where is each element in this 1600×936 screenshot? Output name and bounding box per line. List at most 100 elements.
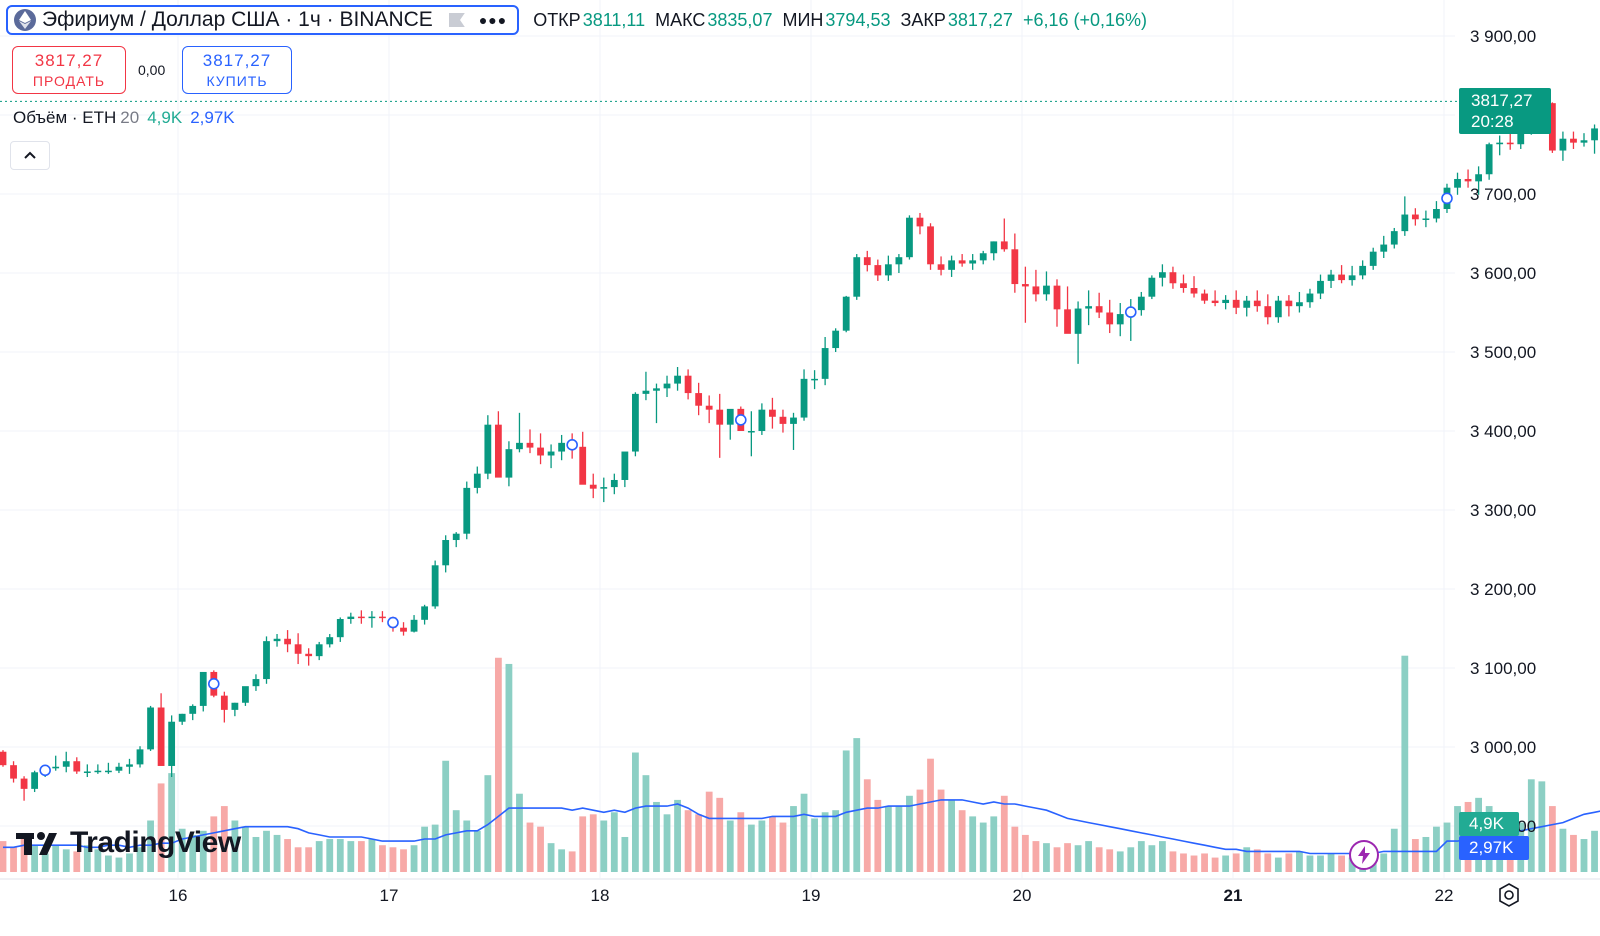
candle[interactable] <box>769 397 776 429</box>
candle[interactable] <box>315 641 323 661</box>
candle[interactable] <box>1433 201 1440 223</box>
candle[interactable] <box>368 611 376 628</box>
candle[interactable] <box>326 634 334 648</box>
candle[interactable] <box>1464 169 1472 188</box>
candle[interactable] <box>1296 291 1303 313</box>
candle[interactable] <box>895 254 903 273</box>
candle[interactable] <box>558 434 566 461</box>
candle[interactable] <box>273 634 281 647</box>
candle[interactable] <box>1422 210 1430 228</box>
candle[interactable] <box>379 611 386 623</box>
event-marker[interactable] <box>387 616 399 629</box>
candle[interactable] <box>674 367 681 391</box>
candle[interactable] <box>494 411 502 478</box>
candle[interactable] <box>621 451 629 488</box>
candle[interactable] <box>52 755 60 771</box>
candle[interactable] <box>1232 290 1240 315</box>
candle[interactable] <box>473 466 481 494</box>
candle[interactable] <box>105 762 112 774</box>
candle[interactable] <box>884 255 892 281</box>
candle[interactable] <box>842 295 850 333</box>
candle[interactable] <box>20 776 28 801</box>
candle[interactable] <box>1137 291 1145 316</box>
candle[interactable] <box>1095 292 1103 319</box>
settings-icon[interactable] <box>1496 882 1522 908</box>
candle[interactable] <box>1359 260 1367 280</box>
candle[interactable] <box>979 250 987 265</box>
collapse-legend-button[interactable] <box>10 141 50 170</box>
candle[interactable] <box>505 441 513 487</box>
candle[interactable] <box>1338 265 1345 284</box>
candle[interactable] <box>1475 166 1482 195</box>
candle[interactable] <box>1053 279 1061 327</box>
candle[interactable] <box>1411 208 1419 226</box>
candle[interactable] <box>1180 274 1187 293</box>
candle[interactable] <box>126 758 133 774</box>
candle[interactable] <box>294 633 302 665</box>
candle[interactable] <box>547 444 555 469</box>
candle[interactable] <box>410 615 418 633</box>
candle[interactable] <box>1580 133 1588 147</box>
candle[interactable] <box>431 560 439 609</box>
flag-icon[interactable] <box>448 13 465 27</box>
candle[interactable] <box>1348 265 1356 286</box>
candle[interactable] <box>220 691 228 723</box>
candle[interactable] <box>747 411 755 457</box>
candle[interactable] <box>1032 269 1040 302</box>
candle[interactable] <box>863 250 871 272</box>
candle[interactable] <box>442 535 450 573</box>
symbol-selector[interactable]: Эфириум / Доллар США · 1ч · BINANCE ●●● <box>6 5 520 35</box>
candle[interactable] <box>1127 299 1135 341</box>
candle[interactable] <box>1327 269 1335 289</box>
candle[interactable] <box>821 336 829 386</box>
candle[interactable] <box>1116 303 1124 337</box>
candle[interactable] <box>1011 233 1019 293</box>
candle[interactable] <box>927 223 934 270</box>
candle[interactable] <box>1496 135 1504 156</box>
candle[interactable] <box>537 433 544 465</box>
candle[interactable] <box>284 630 291 653</box>
candle[interactable] <box>726 408 734 440</box>
candle[interactable] <box>1306 288 1314 308</box>
candle[interactable] <box>1401 196 1409 236</box>
candle[interactable] <box>83 764 91 778</box>
candle[interactable] <box>853 254 861 300</box>
event-marker[interactable] <box>1124 306 1137 318</box>
candle[interactable] <box>73 757 81 774</box>
candle[interactable] <box>231 702 239 717</box>
candle[interactable] <box>1190 276 1198 298</box>
candle[interactable] <box>157 693 165 766</box>
candle[interactable] <box>1559 131 1567 161</box>
candle[interactable] <box>663 375 671 398</box>
candle[interactable] <box>705 395 713 424</box>
candle[interactable] <box>1000 218 1008 252</box>
candle[interactable] <box>1317 274 1324 300</box>
candle[interactable] <box>1274 295 1282 323</box>
candle[interactable] <box>357 610 365 624</box>
candle[interactable] <box>653 383 660 424</box>
candle[interactable] <box>1506 133 1514 150</box>
event-marker[interactable] <box>734 414 747 426</box>
candle[interactable] <box>305 648 313 666</box>
candle[interactable] <box>906 215 913 260</box>
candle[interactable] <box>242 686 249 706</box>
candle[interactable] <box>115 762 123 774</box>
candle[interactable] <box>1064 286 1071 334</box>
candle[interactable] <box>1591 124 1598 154</box>
candle[interactable] <box>1548 102 1556 153</box>
candle[interactable] <box>526 429 534 454</box>
candle[interactable] <box>589 473 597 499</box>
candle[interactable] <box>452 532 460 548</box>
candle[interactable] <box>610 473 618 495</box>
candle[interactable] <box>178 713 186 725</box>
candle[interactable] <box>1021 266 1029 323</box>
candle[interactable] <box>1043 271 1050 301</box>
candle[interactable] <box>790 412 797 450</box>
candle[interactable] <box>642 371 650 401</box>
candle[interactable] <box>1380 235 1388 258</box>
candle[interactable] <box>916 212 924 235</box>
candle[interactable] <box>684 369 692 400</box>
candle[interactable] <box>874 259 882 281</box>
candle[interactable] <box>1085 290 1093 326</box>
